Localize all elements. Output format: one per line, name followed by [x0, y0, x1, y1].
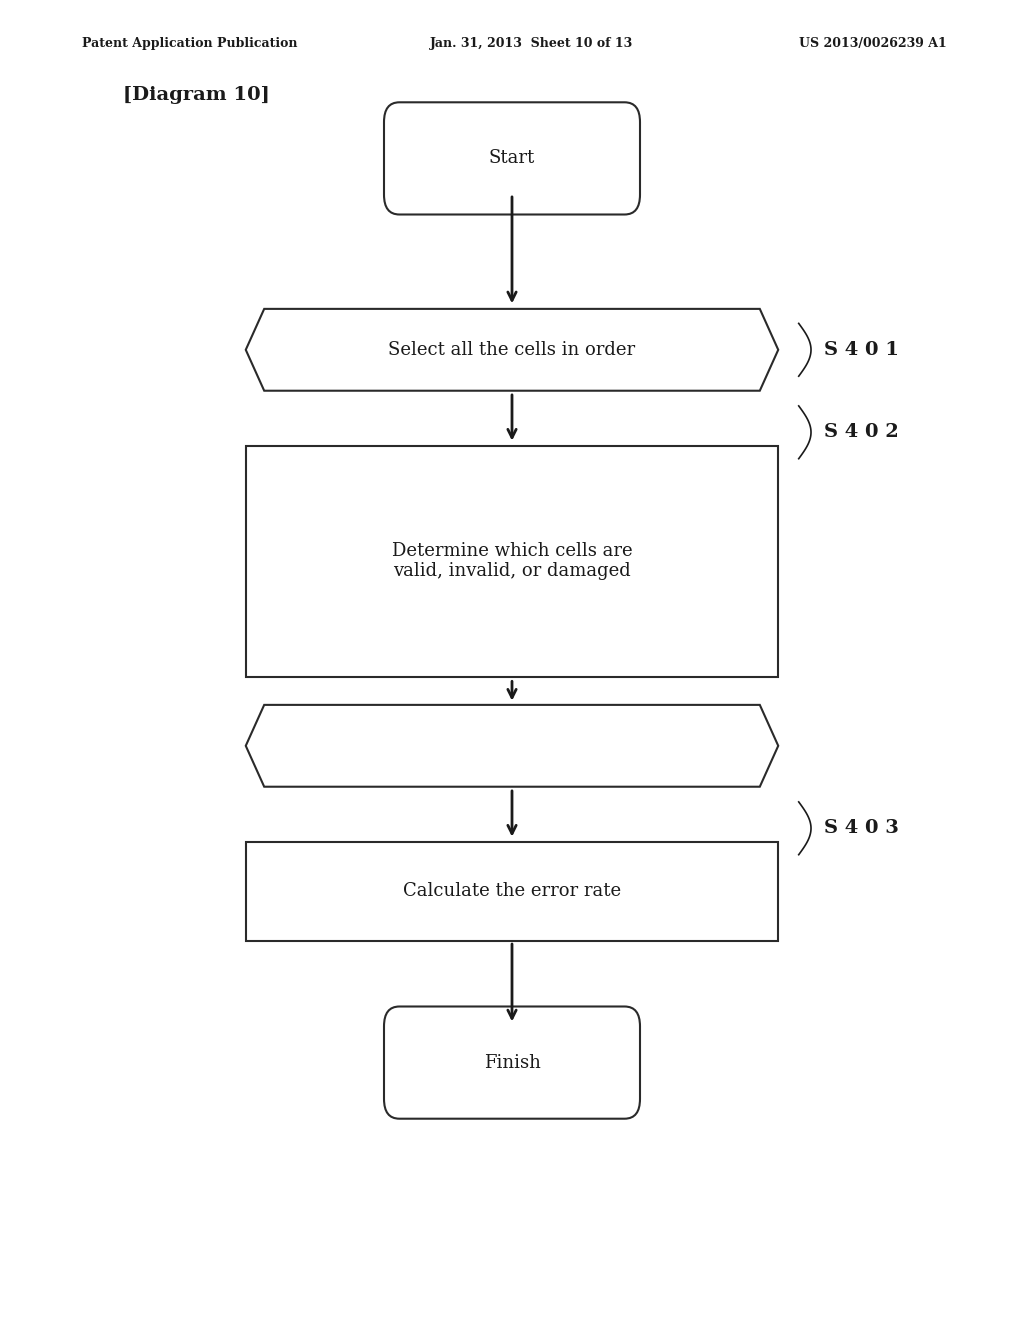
FancyBboxPatch shape	[246, 446, 778, 677]
Text: Patent Application Publication: Patent Application Publication	[82, 37, 297, 50]
Text: Select all the cells in order: Select all the cells in order	[388, 341, 636, 359]
Text: S 4 0 2: S 4 0 2	[824, 424, 899, 441]
Text: [Diagram 10]: [Diagram 10]	[123, 86, 269, 104]
Text: Calculate the error rate: Calculate the error rate	[402, 882, 622, 900]
Text: Start: Start	[488, 149, 536, 168]
Text: S 4 0 3: S 4 0 3	[824, 820, 899, 837]
Text: US 2013/0026239 A1: US 2013/0026239 A1	[799, 37, 946, 50]
Text: Jan. 31, 2013  Sheet 10 of 13: Jan. 31, 2013 Sheet 10 of 13	[430, 37, 633, 50]
Text: Finish: Finish	[483, 1053, 541, 1072]
FancyBboxPatch shape	[384, 1006, 640, 1118]
FancyBboxPatch shape	[246, 842, 778, 940]
Polygon shape	[246, 309, 778, 391]
Polygon shape	[246, 705, 778, 787]
Text: Determine which cells are
valid, invalid, or damaged: Determine which cells are valid, invalid…	[392, 541, 632, 581]
Text: S 4 0 1: S 4 0 1	[824, 341, 899, 359]
FancyBboxPatch shape	[384, 103, 640, 214]
